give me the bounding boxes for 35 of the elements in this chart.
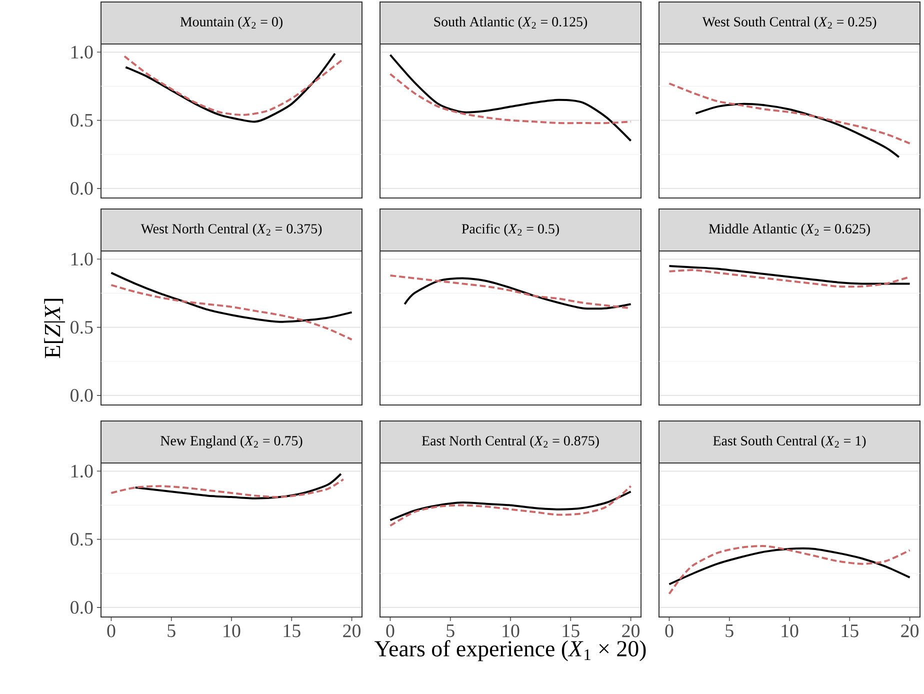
y-axis-title: E[Z|X] — [44, 298, 65, 358]
x-tick-label: 10 — [224, 624, 240, 638]
chart-title: South Atlantic (X$_{2}$ = 0.125) — [434, 16, 588, 30]
chart-title: West South Central (X$_{2}$ = 0.25) — [702, 16, 876, 30]
x-tick-label: 15 — [284, 624, 300, 638]
chart-title: East North Central (X$_{2}$ = 0.875) — [422, 436, 599, 448]
chart-title: West North Central (X$_{2}$ = 0.375) — [140, 224, 322, 236]
x-tick-label: 5 — [446, 624, 454, 638]
y-tick-label: 0.0 — [70, 389, 93, 402]
x-tick-label: 0 — [386, 624, 394, 638]
x-tick-label: 0 — [665, 624, 674, 638]
chart-title: East South Central (X$_{2}$ = 1) — [713, 436, 866, 448]
y-tick-label: 0.5 — [70, 320, 93, 334]
chart-title: Pacific (X$_{2}$ = 0.5) — [462, 224, 559, 236]
chart-title: New England (X$_{2}$ = 0.75) — [160, 436, 302, 448]
chart-title: Middle Atlantic (X$_{2}$ = 0.625) — [708, 224, 870, 236]
x-tick-label: 10 — [502, 624, 520, 638]
x-tick-label: 20 — [901, 624, 919, 638]
x-tick-label: 15 — [562, 624, 580, 638]
x-tick-label: 5 — [168, 624, 176, 638]
y-tick-label: 0.5 — [70, 114, 93, 127]
y-tick-label: 0.0 — [70, 182, 93, 195]
x-axis-title: Years of experience (X$_{1}$ × 20) — [374, 640, 646, 662]
y-tick-label: 0.0 — [70, 601, 93, 614]
x-tick-label: 10 — [782, 624, 798, 638]
y-tick-label: 1.0 — [71, 252, 93, 266]
x-tick-label: 5 — [726, 624, 734, 638]
x-tick-label: 15 — [842, 624, 858, 638]
x-tick-label: 20 — [343, 624, 361, 638]
y-tick-label: 1.0 — [71, 46, 93, 59]
y-tick-label: 1.0 — [71, 464, 93, 478]
x-tick-label: 20 — [622, 624, 640, 638]
x-tick-label: 0 — [107, 624, 116, 638]
chart-title: Mountain (X$_{2}$ = 0) — [180, 16, 282, 30]
y-tick-label: 0.5 — [70, 532, 93, 546]
